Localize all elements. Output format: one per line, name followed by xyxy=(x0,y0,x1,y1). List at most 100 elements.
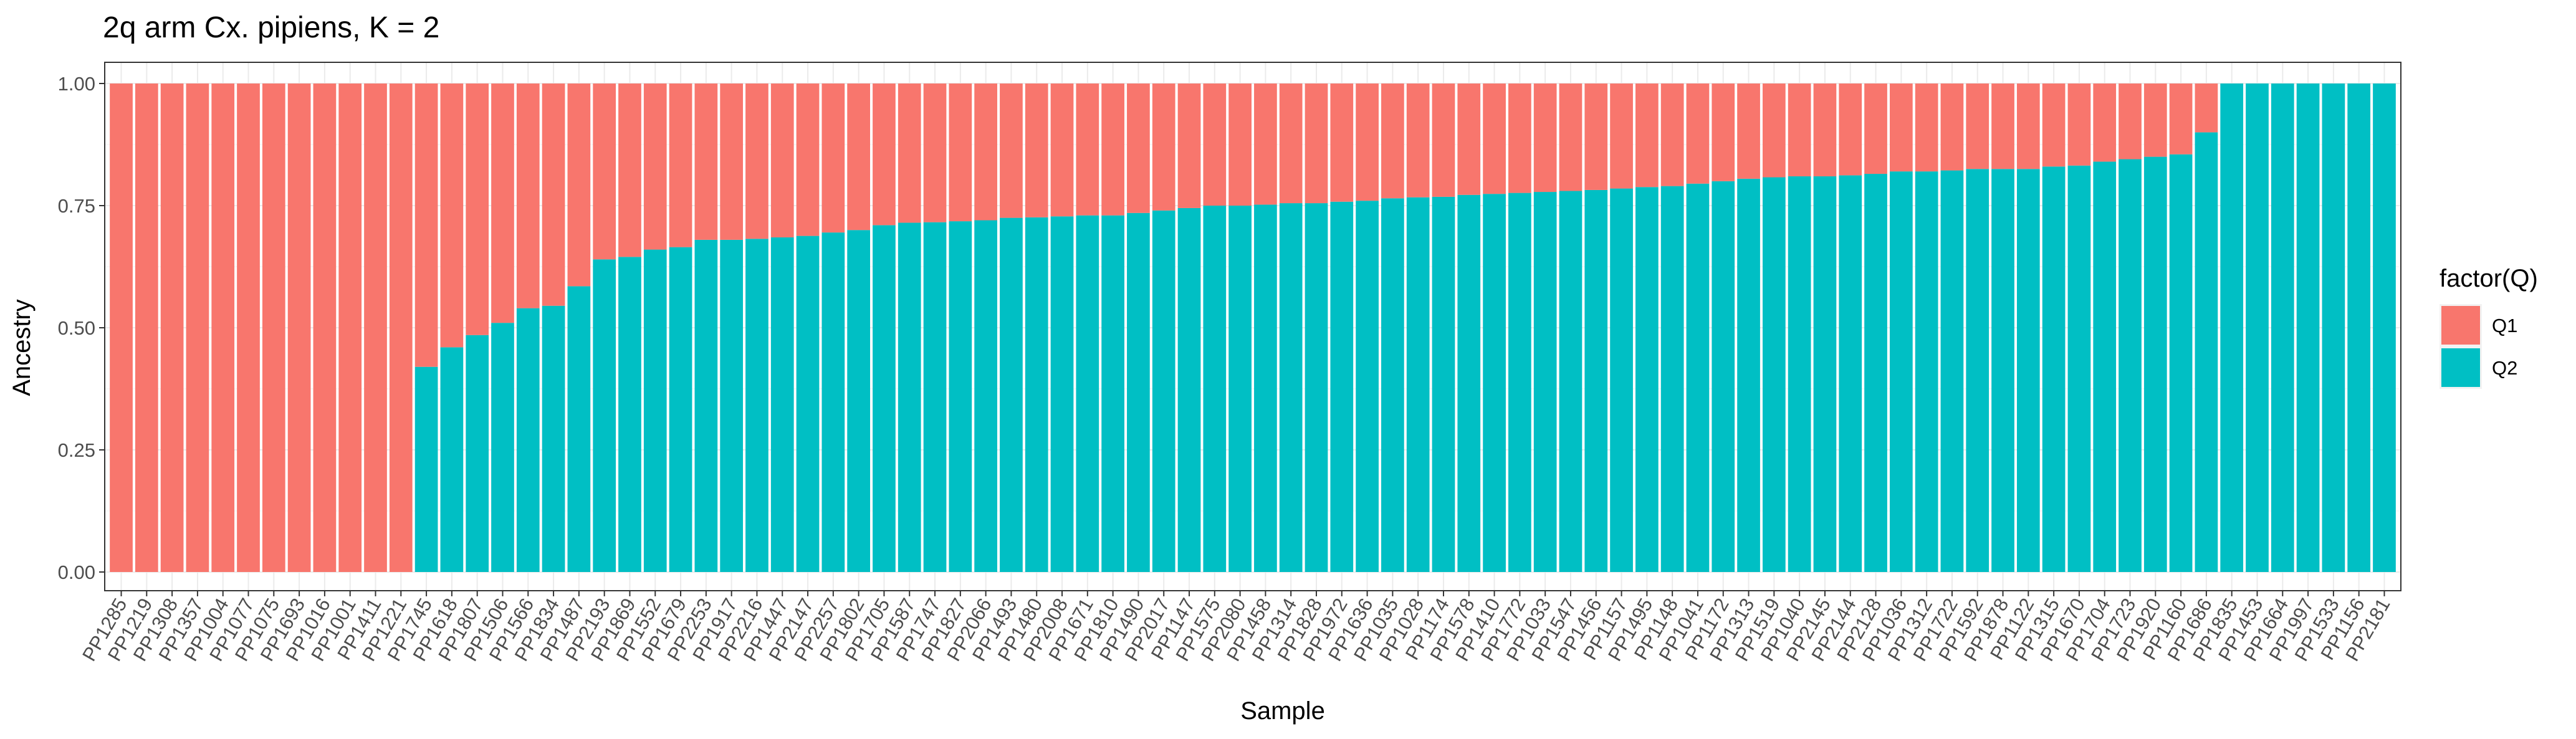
bar-q1-PP1041 xyxy=(1686,83,1710,184)
bar-q2-PP1704 xyxy=(2093,161,2117,572)
bar-q2-PP1810 xyxy=(1101,215,1124,572)
bar-q2-PP1036 xyxy=(1889,171,1913,572)
bar-q1-PP2144 xyxy=(1839,83,1862,176)
bar-q1-PP2257 xyxy=(821,83,845,233)
bar-q2-PP2147 xyxy=(796,236,820,572)
bar-q1-PP1722 xyxy=(1940,83,1964,171)
bar-q2-PP1807 xyxy=(466,335,489,572)
bar-q2-PP1552 xyxy=(643,249,667,572)
y-tick-label: 0.25 xyxy=(58,439,95,461)
bar-q2-PP1592 xyxy=(1966,169,1989,572)
bar-q2-PP2008 xyxy=(1050,216,1074,572)
bar-q2-PP1686 xyxy=(2195,132,2218,572)
y-tick-label: 1.00 xyxy=(58,73,95,95)
bar-q2-PP1315 xyxy=(2042,166,2066,572)
bar-q1-PP1075 xyxy=(262,83,285,572)
bar-q1-PP1679 xyxy=(669,83,692,247)
bar-q1-PP1920 xyxy=(2143,83,2167,157)
bar-q1-PP1033 xyxy=(1533,83,1557,193)
bar-q1-PP1618 xyxy=(440,83,464,348)
bar-q1-PP1456 xyxy=(1584,83,1608,190)
bar-q1-PP1723 xyxy=(2119,83,2142,160)
bar-q2-PP1148 xyxy=(1660,186,1684,572)
bar-q1-PP1495 xyxy=(1635,83,1659,188)
bar-q2-PP1506 xyxy=(491,323,514,572)
bar-q2-PP1028 xyxy=(1406,197,1430,572)
bar-q1-PP1578 xyxy=(1457,83,1481,195)
bar-q2-PP1453 xyxy=(2246,83,2269,572)
bar-q1-PP1147 xyxy=(1177,83,1201,208)
bar-q1-PP1575 xyxy=(1203,83,1227,206)
bar-q1-PP1592 xyxy=(1966,83,1989,169)
bar-q2-PP1997 xyxy=(2296,83,2320,572)
bar-q1-PP2080 xyxy=(1228,83,1252,206)
bar-q2-PP1827 xyxy=(949,221,972,572)
y-axis-title: Ancestry xyxy=(8,299,36,396)
bar-q1-PP1834 xyxy=(542,83,565,306)
legend-key-q1 xyxy=(2441,306,2480,345)
bar-q2-PP1834 xyxy=(542,305,565,572)
bar-q2-PP1802 xyxy=(847,230,870,572)
bar-q1-PP1810 xyxy=(1101,83,1124,216)
bar-q2-PP1495 xyxy=(1635,187,1659,572)
bar-q1-PP1487 xyxy=(567,83,591,287)
bar-q1-PP1410 xyxy=(1483,83,1506,194)
bar-q2-PP1920 xyxy=(2143,156,2167,573)
bar-q2-PP1664 xyxy=(2271,83,2294,572)
bar-q2-PP1578 xyxy=(1457,194,1481,572)
bar-q2-PP1172 xyxy=(1712,181,1735,572)
bar-q1-PP1308 xyxy=(160,83,184,572)
bar-q2-PP1312 xyxy=(1915,171,1938,572)
bar-q2-PP1679 xyxy=(669,247,692,572)
bar-q1-PP1772 xyxy=(1508,83,1531,193)
bar-q2-PP1447 xyxy=(770,237,794,573)
bar-q2-PP1410 xyxy=(1483,194,1506,573)
bar-q1-PP1519 xyxy=(1762,83,1786,178)
bar-q1-PP1670 xyxy=(2067,83,2091,166)
legend: factor(Q) Q1 Q2 xyxy=(2440,265,2538,389)
bar-q2-PP1033 xyxy=(1533,192,1557,573)
bar-q2-PP1618 xyxy=(440,347,464,572)
bar-q2-PP1490 xyxy=(1127,212,1150,572)
bar-q2-PP1670 xyxy=(2067,165,2091,572)
bar-q2-PP2181 xyxy=(2373,83,2396,572)
chart-title: 2q arm Cx. pipiens, K = 2 xyxy=(103,11,439,44)
bar-q2-PP1547 xyxy=(1559,191,1582,573)
bar-q1-PP2193 xyxy=(593,83,616,260)
bar-q2-PP1636 xyxy=(1356,201,1379,572)
y-tick-label: 0.50 xyxy=(58,317,95,339)
bar-q1-PP2216 xyxy=(745,83,768,239)
bar-q1-PP1172 xyxy=(1712,83,1735,181)
bar-q2-PP1314 xyxy=(1279,203,1303,573)
bar-q2-PP1772 xyxy=(1508,193,1531,573)
legend-label-q1: Q1 xyxy=(2492,315,2517,336)
legend-label-q2: Q2 xyxy=(2492,357,2517,379)
legend-title: factor(Q) xyxy=(2440,265,2538,292)
bar-q1-PP1447 xyxy=(770,83,794,237)
bar-q2-PP1035 xyxy=(1381,198,1404,572)
bar-q2-PP1041 xyxy=(1686,183,1710,573)
bar-q2-PP2145 xyxy=(1813,176,1837,573)
bar-q2-PP1869 xyxy=(618,257,641,572)
bar-q2-PP1157 xyxy=(1610,188,1633,572)
bar-q2-PP1917 xyxy=(720,239,744,572)
bar-q2-PP1705 xyxy=(873,225,896,572)
bar-q1-PP1671 xyxy=(1076,83,1099,216)
bar-q1-PP1313 xyxy=(1737,83,1760,179)
x-axis: PP1285PP1219PP1308PP1357PP1004PP1077PP10… xyxy=(78,591,2395,665)
bar-q1-PP1077 xyxy=(237,83,260,572)
bar-q1-PP2017 xyxy=(1152,83,1175,211)
bar-q1-PP1004 xyxy=(211,83,235,572)
bar-q2-PP1747 xyxy=(923,222,947,572)
bar-q2-PP2066 xyxy=(974,220,997,572)
bar-q1-PP1493 xyxy=(1000,83,1023,218)
bar-q2-PP1156 xyxy=(2347,83,2371,572)
bar-q1-PP1869 xyxy=(618,83,641,257)
bar-q1-PP1917 xyxy=(720,83,744,240)
bar-q1-PP1315 xyxy=(2042,83,2066,167)
bar-q1-PP1314 xyxy=(1279,83,1303,204)
bar-q1-PP1285 xyxy=(110,83,133,572)
bar-q1-PP1747 xyxy=(923,83,947,222)
bar-q2-PP1972 xyxy=(1330,201,1354,572)
